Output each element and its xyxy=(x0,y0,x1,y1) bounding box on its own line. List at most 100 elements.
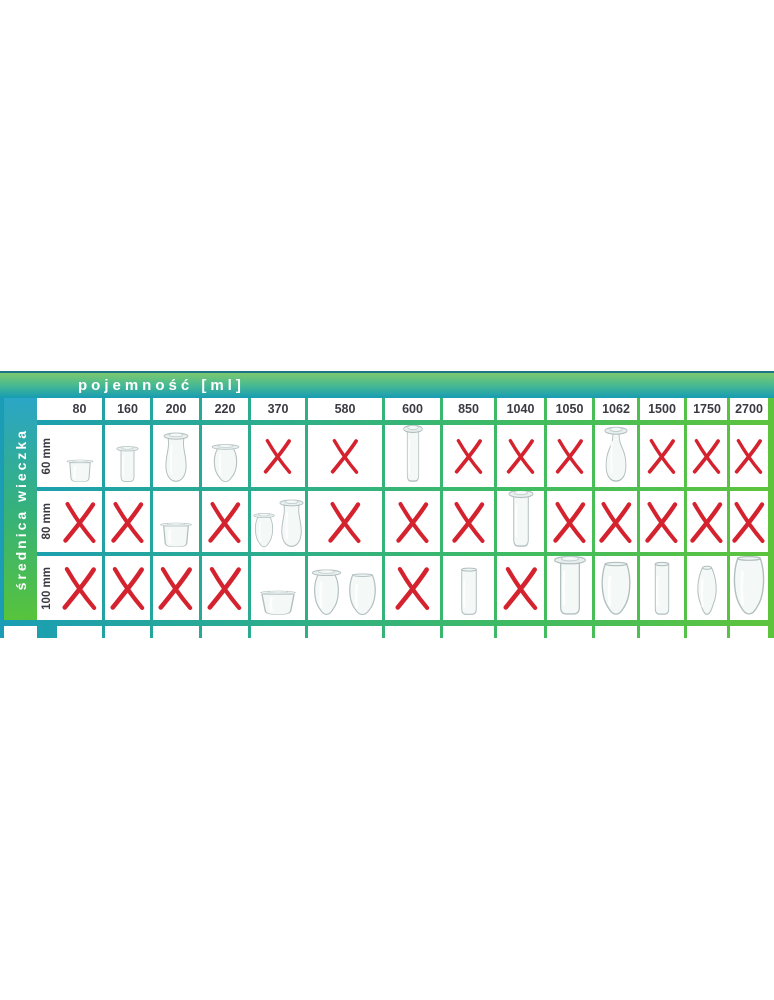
column-header: 370 xyxy=(251,398,305,420)
compat-cell xyxy=(202,491,248,552)
stub-cell xyxy=(385,626,440,638)
compat-cell xyxy=(547,425,592,487)
compat-cell xyxy=(57,556,102,620)
column-header: 1500 xyxy=(640,398,684,420)
stub-cell xyxy=(497,626,544,638)
x-icon xyxy=(204,564,246,612)
x-icon xyxy=(642,499,682,545)
compat-cell xyxy=(57,425,102,487)
x-icon xyxy=(504,436,538,476)
column-header-row: 80 160 200 220 370 580 600 850 1040 1050 1062 1500 1… xyxy=(57,398,770,420)
compat-cell xyxy=(730,491,768,552)
column-header: 1750 xyxy=(687,398,727,420)
compat-cell xyxy=(251,425,305,487)
x-icon xyxy=(325,499,365,545)
compat-cell xyxy=(385,491,440,552)
compat-cell xyxy=(202,556,248,620)
compat-table: średnica wieczka 60 mm 80 mm 100 mm 80 160 2… xyxy=(0,398,774,638)
jar-icon xyxy=(603,425,629,483)
stub-cell xyxy=(153,626,199,638)
column-header: 1062 xyxy=(595,398,637,420)
stub-cell xyxy=(57,626,102,638)
x-icon xyxy=(553,436,587,476)
compat-cell xyxy=(308,425,382,487)
compat-cell xyxy=(308,556,382,620)
compat-cell xyxy=(251,556,305,620)
x-icon xyxy=(60,499,100,545)
stub-cell xyxy=(730,626,768,638)
column-header: 80 xyxy=(57,398,102,420)
jar-icon xyxy=(162,431,190,483)
stub-cell xyxy=(251,626,305,638)
compat-cell xyxy=(687,556,727,620)
table-row xyxy=(57,425,770,487)
jar-icon xyxy=(507,491,535,548)
x-icon xyxy=(550,499,590,545)
column-header: 1040 xyxy=(497,398,544,420)
compat-cell xyxy=(443,556,494,620)
column-header: 850 xyxy=(443,398,494,420)
compatibility-chart: pojemność [ml] średnica wieczka 60 mm 80 … xyxy=(0,371,774,638)
compat-cell xyxy=(202,425,248,487)
jar-icon xyxy=(402,425,424,483)
compat-cell xyxy=(105,491,150,552)
column-header: 1050 xyxy=(547,398,592,420)
x-icon xyxy=(730,499,768,545)
x-icon xyxy=(500,564,542,612)
x-icon xyxy=(261,436,295,476)
column-header: 2700 xyxy=(730,398,768,420)
x-icon xyxy=(687,499,727,545)
row-label-cell: 80 mm xyxy=(37,491,57,552)
compat-cell xyxy=(308,491,382,552)
jar-icon xyxy=(158,522,194,548)
stub-cell xyxy=(640,626,684,638)
table-row xyxy=(57,556,770,620)
jar-icon xyxy=(65,459,95,483)
compat-cell xyxy=(153,425,199,487)
row-label: 100 mm xyxy=(41,566,53,610)
jar-icon xyxy=(730,556,768,616)
x-icon xyxy=(155,564,197,612)
stub-cell xyxy=(443,626,494,638)
x-icon xyxy=(732,436,766,476)
table-row xyxy=(57,491,770,552)
compat-cell xyxy=(105,556,150,620)
x-icon xyxy=(596,499,636,545)
compat-cell xyxy=(153,491,199,552)
row-label-cell: 100 mm xyxy=(37,556,57,620)
jar-icon xyxy=(210,443,241,483)
jar-icon xyxy=(258,590,298,616)
compat-cell xyxy=(497,556,544,620)
jar-icon xyxy=(693,564,721,616)
stub-cell xyxy=(687,626,727,638)
jar-icon xyxy=(310,568,343,616)
jar-icon xyxy=(252,512,276,548)
compat-cell xyxy=(640,425,684,487)
stub-cell xyxy=(308,626,382,638)
sidebar-label: średnica wieczka xyxy=(12,427,29,591)
sidebar-gradient: średnica wieczka xyxy=(4,398,37,620)
x-icon xyxy=(452,436,486,476)
jar-icon xyxy=(648,560,676,616)
x-icon xyxy=(392,564,434,612)
compat-cell xyxy=(547,556,592,620)
compat-cell xyxy=(730,556,768,620)
compat-cell xyxy=(640,556,684,620)
stub-cell xyxy=(595,626,637,638)
compat-cell xyxy=(595,491,637,552)
compat-cell xyxy=(385,425,440,487)
compat-cell xyxy=(153,556,199,620)
x-icon xyxy=(449,499,489,545)
column-header: 200 xyxy=(153,398,199,420)
sidebar-footer xyxy=(4,626,37,638)
stub-cell xyxy=(105,626,150,638)
jar-icon xyxy=(455,566,483,616)
jar-icon xyxy=(278,498,305,548)
column-header: 220 xyxy=(202,398,248,420)
compat-cell xyxy=(105,425,150,487)
lid-diameter-sidebar: średnica wieczka xyxy=(4,398,37,638)
bottom-stub-row xyxy=(57,626,770,638)
column-header: 580 xyxy=(308,398,382,420)
row-label: 80 mm xyxy=(41,503,53,540)
jar-icon xyxy=(115,445,140,483)
